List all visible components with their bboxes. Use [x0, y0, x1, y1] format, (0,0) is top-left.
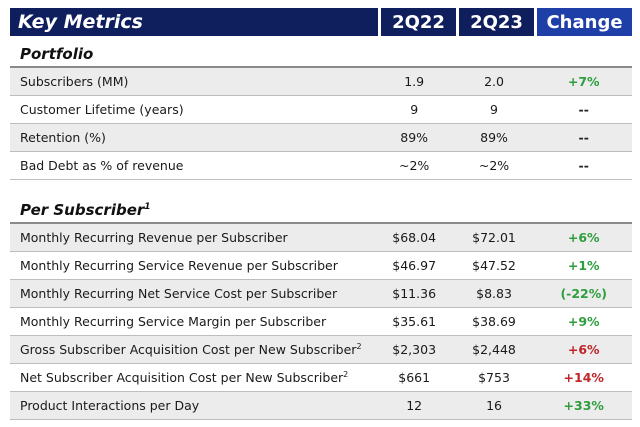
value-2q22: $11.36 [392, 286, 437, 301]
row-label: Gross Subscriber Acquisition Cost per Ne… [10, 342, 373, 357]
value-2q22: ~2% [399, 158, 430, 173]
value-change: +14% [563, 370, 604, 385]
value-2q22: 1.9 [404, 74, 425, 89]
table-row: Monthly Recurring Revenue per Subscriber… [10, 224, 632, 252]
row-label-text: Bad Debt as % of revenue [20, 158, 184, 173]
row-label: Monthly Recurring Service Margin per Sub… [10, 314, 373, 329]
column-header-2q23: 2Q23 [456, 8, 534, 36]
row-label: Monthly Recurring Service Revenue per Su… [10, 258, 373, 273]
row-label: Bad Debt as % of revenue [10, 158, 373, 173]
section-divider [10, 222, 632, 224]
table-title: Key Metrics [10, 8, 378, 36]
value-change: +1% [567, 258, 600, 273]
table-row: Product Interactions per Day 12 16 +33% [10, 392, 632, 420]
value-2q22: 9 [410, 102, 419, 117]
table-row: Net Subscriber Acquisition Cost per New … [10, 364, 632, 392]
row-label: Monthly Recurring Revenue per Subscriber [10, 230, 373, 245]
row-label-text: Subscribers (MM) [20, 74, 129, 89]
row-label: Net Subscriber Acquisition Cost per New … [10, 370, 373, 385]
portfolio-rows: Subscribers (MM) 1.9 2.0 +7% Customer Lifeti… [10, 68, 632, 180]
row-label-text: Monthly Recurring Net Service Cost per S… [20, 286, 338, 301]
value-2q22: $2,303 [392, 342, 437, 357]
section-title-per-subscriber: Per Subscriber1 [20, 201, 151, 219]
footnote-marker: 1 [144, 202, 151, 212]
row-label-text: Monthly Recurring Service Margin per Sub… [20, 314, 327, 329]
value-2q23: $8.83 [476, 286, 512, 301]
row-label-text: Customer Lifetime (years) [20, 102, 184, 117]
row-label: Customer Lifetime (years) [10, 102, 373, 117]
value-2q22: $661 [398, 370, 431, 385]
value-change: +9% [567, 314, 600, 329]
value-2q23: $72.01 [472, 230, 516, 245]
table-row: Retention (%) 89% 89% -- [10, 124, 632, 152]
value-2q23: 9 [490, 102, 498, 117]
row-label-text: Retention (%) [20, 130, 106, 145]
value-2q22: $46.97 [392, 258, 437, 273]
value-2q23: 89% [480, 130, 508, 145]
value-2q22: $68.04 [392, 230, 437, 245]
value-2q23: ~2% [478, 158, 510, 173]
value-2q23: $47.52 [472, 258, 516, 273]
row-label: Product Interactions per Day [10, 398, 373, 413]
section-divider [10, 66, 632, 68]
row-label-text: Product Interactions per Day [20, 398, 200, 413]
table-row: Monthly Recurring Service Margin per Sub… [10, 308, 632, 336]
value-change: +6% [567, 342, 600, 357]
footnote-marker: 2 [356, 341, 362, 351]
table-row: Customer Lifetime (years) 9 9 -- [10, 96, 632, 124]
row-label: Monthly Recurring Net Service Cost per S… [10, 286, 373, 301]
table-row: Gross Subscriber Acquisition Cost per Ne… [10, 336, 632, 364]
section-title-per-subscriber-text: Per Subscriber [20, 201, 145, 219]
value-change: +33% [563, 398, 604, 413]
value-2q23: 2.0 [484, 74, 504, 89]
value-2q23: $38.69 [472, 314, 516, 329]
section-title-portfolio: Portfolio [20, 45, 93, 63]
row-label-text: Gross Subscriber Acquisition Cost per Ne… [20, 342, 357, 358]
value-change: +7% [567, 74, 600, 89]
value-change: (-22%) [560, 286, 607, 301]
row-label-text: Net Subscriber Acquisition Cost per New … [20, 370, 344, 386]
column-header-change: Change [534, 8, 632, 36]
table-row: Monthly Recurring Net Service Cost per S… [10, 280, 632, 308]
table-header: Key Metrics 2Q22 2Q23 Change [10, 8, 632, 36]
value-change: +6% [567, 230, 600, 245]
section-title-portfolio-text: Portfolio [20, 45, 94, 63]
footnote-marker: 2 [343, 369, 349, 379]
row-label: Retention (%) [10, 130, 373, 145]
row-label: Subscribers (MM) [10, 74, 373, 89]
table-row: Bad Debt as % of revenue ~2% ~2% -- [10, 152, 632, 180]
value-change: -- [578, 102, 589, 117]
value-2q22: $35.61 [392, 314, 437, 329]
value-2q23: $2,448 [472, 342, 516, 357]
value-2q22: 89% [400, 130, 429, 145]
row-label-text: Monthly Recurring Service Revenue per Su… [20, 258, 338, 273]
value-2q23: $753 [478, 370, 510, 385]
table-row: Subscribers (MM) 1.9 2.0 +7% [10, 68, 632, 96]
value-change: -- [578, 130, 589, 145]
value-2q23: 16 [486, 398, 502, 413]
row-label-text: Monthly Recurring Revenue per Subscriber [20, 230, 288, 245]
per-subscriber-rows: Monthly Recurring Revenue per Subscriber… [10, 224, 632, 420]
value-change: -- [578, 158, 589, 173]
value-2q22: 12 [406, 398, 423, 413]
column-header-2q22: 2Q22 [378, 8, 456, 36]
table-row: Monthly Recurring Service Revenue per Su… [10, 252, 632, 280]
